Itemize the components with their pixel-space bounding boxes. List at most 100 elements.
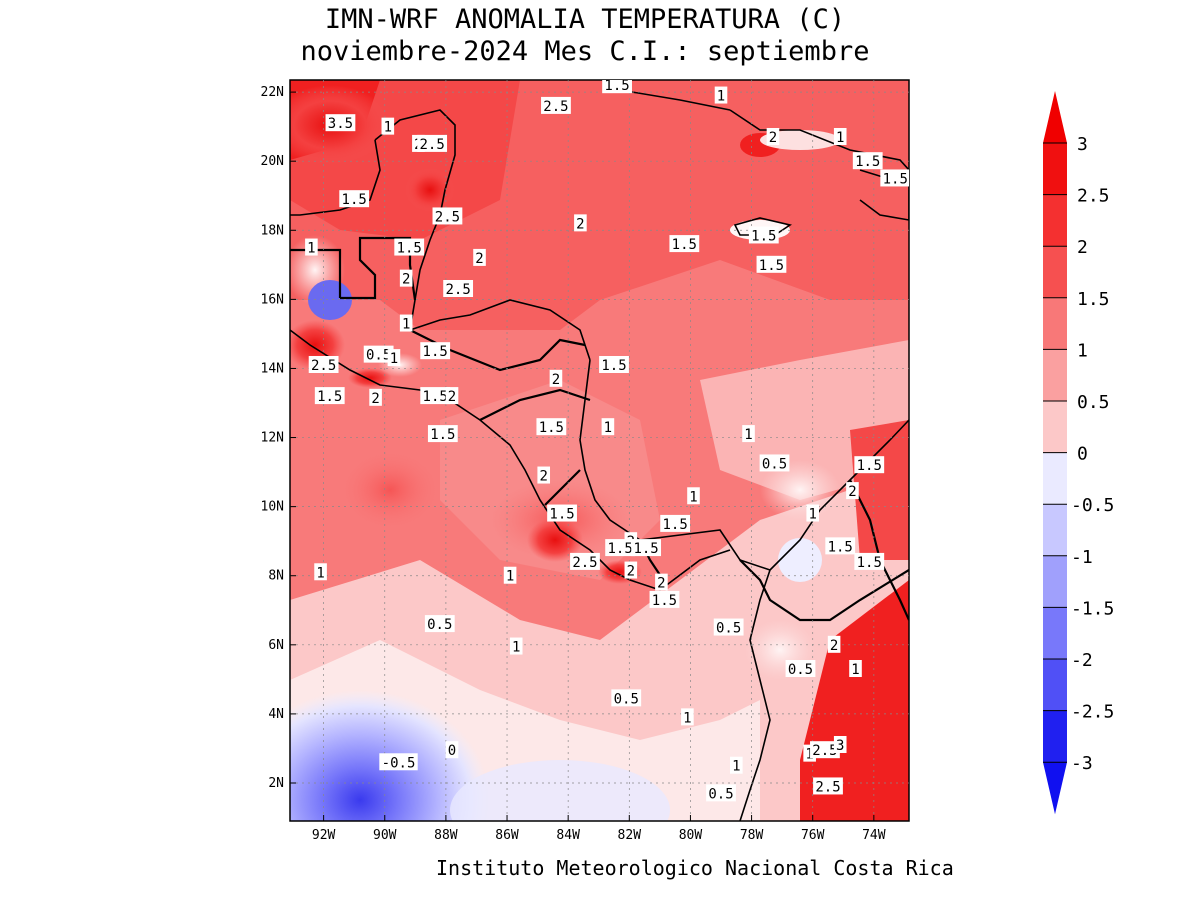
contour-label: 1 xyxy=(687,487,700,505)
contour-label-text: 2 xyxy=(475,251,483,267)
contour-label-box xyxy=(570,552,600,570)
colorbar-band xyxy=(1043,349,1067,401)
contour-label: 1 xyxy=(381,117,395,136)
colorbar-label: -2.5 xyxy=(1071,702,1114,723)
contour-label-text: 2.5 xyxy=(572,555,597,571)
contour-label-box xyxy=(813,777,843,795)
lat-tick-label: 4N xyxy=(268,707,284,722)
colorbar-label: -1 xyxy=(1071,547,1093,568)
contour-label-text: 1.5 xyxy=(549,507,574,523)
contour-label-text: 1.5 xyxy=(857,555,882,571)
contour-label: 1 xyxy=(305,238,318,257)
contour-label-box xyxy=(432,207,463,225)
contour-label-text: 0.5 xyxy=(716,621,741,637)
contour-label-text: 1 xyxy=(744,427,752,443)
contour-label-box xyxy=(854,456,885,474)
contour-label-text: 1 xyxy=(717,89,725,105)
contour-label-box xyxy=(713,618,744,636)
contour-label: 0.5 xyxy=(363,345,394,364)
contour-label-box xyxy=(624,561,638,579)
colorbar-label: 0.5 xyxy=(1077,392,1110,413)
contour-label-box xyxy=(420,342,451,360)
contour-labels: 3.5122.52.51.51211.51.51.52.521.51.51.51… xyxy=(305,80,909,802)
contour-label-box xyxy=(714,86,728,104)
contour-label-text: 0.5 xyxy=(427,617,452,633)
contour-label: 2 xyxy=(846,482,859,500)
axis-ticks: 22N 20N 18N 16N 14N 12N 10N 8N 6N 4N 2N 92W 90W 88W 86… xyxy=(261,85,886,843)
contour-label-box xyxy=(825,537,856,555)
contour-label-text: 1 xyxy=(851,662,859,678)
contour-label-text: 2 xyxy=(402,272,410,288)
contour-label-box xyxy=(854,552,885,570)
contour-label-box xyxy=(729,756,743,774)
colorbar-band xyxy=(1043,710,1067,763)
contour-label: 2 xyxy=(655,573,668,592)
contour-label: 1.5 xyxy=(631,539,662,557)
colorbar-label: -2 xyxy=(1071,650,1093,671)
contour-label-box xyxy=(649,590,680,608)
contour-label-text: 2 xyxy=(371,391,379,407)
contour-label-box xyxy=(379,753,418,771)
coastlines xyxy=(290,89,909,821)
contour-label: 1 xyxy=(742,425,755,443)
contour-label-box xyxy=(602,80,632,94)
lon-tick-label: 86W xyxy=(495,828,519,843)
contour-label-box xyxy=(537,466,551,484)
colorbar-label: 0 xyxy=(1077,444,1088,465)
contour-label-box xyxy=(833,736,847,753)
lat-tick-label: 8N xyxy=(268,569,284,584)
lat-tick-label: 18N xyxy=(261,223,284,238)
colorbar-band xyxy=(1043,194,1067,247)
contour-label-text: 2.5 xyxy=(543,99,568,115)
contour-label-box xyxy=(766,128,780,145)
contour-label-box xyxy=(314,563,327,581)
contour-label-text: 2.5 xyxy=(815,779,840,795)
contour-label: 1.5 xyxy=(605,539,636,557)
contour-label: 1 xyxy=(681,708,694,726)
contour-label-text: 2 xyxy=(627,564,635,580)
lon-tick-label: 80W xyxy=(679,828,703,843)
contour-label: 1 xyxy=(503,566,517,585)
colorbar-band xyxy=(1043,607,1067,659)
contour-label-box xyxy=(833,128,847,145)
contour-label-box xyxy=(601,418,615,436)
contour-label-box xyxy=(445,387,459,405)
contour-label-box xyxy=(852,152,883,170)
contour-label-box xyxy=(503,566,517,584)
colorbar-band xyxy=(1043,401,1067,453)
contour-label-text: 1.5 xyxy=(317,389,342,405)
temperature-anomaly-field xyxy=(290,80,909,821)
contour-label: 0.5 xyxy=(611,689,642,707)
colorbar-label: 3 xyxy=(1077,134,1088,155)
contour-label: 1.5 xyxy=(669,235,700,253)
contour-label-box xyxy=(399,269,413,287)
contour-label: 2 xyxy=(574,214,587,232)
contour-label-text: 0.5 xyxy=(708,786,733,802)
contour-label: 2 xyxy=(369,388,382,407)
contour-label-text: 1.5 xyxy=(759,258,784,274)
contour-label: 1.5 xyxy=(420,387,451,405)
lat-lon-grid xyxy=(290,80,909,821)
contour-label-text: 0.5 xyxy=(788,662,813,678)
contour-label-box xyxy=(810,741,840,759)
contour-label-box xyxy=(363,345,394,363)
contour-label-text: 2 xyxy=(539,469,547,485)
contour-label: 2.5 xyxy=(810,741,840,759)
colorbar-label: 1.5 xyxy=(1077,289,1110,310)
contour-label-text: 2.5 xyxy=(311,358,336,374)
colorbar-label: -0.5 xyxy=(1071,495,1114,516)
lat-tick-label: 14N xyxy=(261,361,284,376)
contour-label: 2 xyxy=(473,248,486,267)
contour-label-text: 1.5 xyxy=(423,344,448,360)
colorbar-label: -3 xyxy=(1071,753,1093,774)
contour-label-box xyxy=(655,573,668,591)
contour-label-box xyxy=(369,388,382,406)
contour-label-text: 1.5 xyxy=(607,541,632,557)
contour-label-text: 2 xyxy=(576,216,584,232)
contour-label-text: 3 xyxy=(836,738,844,754)
contour-label: 2 xyxy=(766,128,780,146)
contour-label: 1.5 xyxy=(852,152,883,170)
contour-label: 1 xyxy=(833,128,847,146)
contour-label-box xyxy=(339,190,370,208)
contour-label-box xyxy=(631,539,662,557)
